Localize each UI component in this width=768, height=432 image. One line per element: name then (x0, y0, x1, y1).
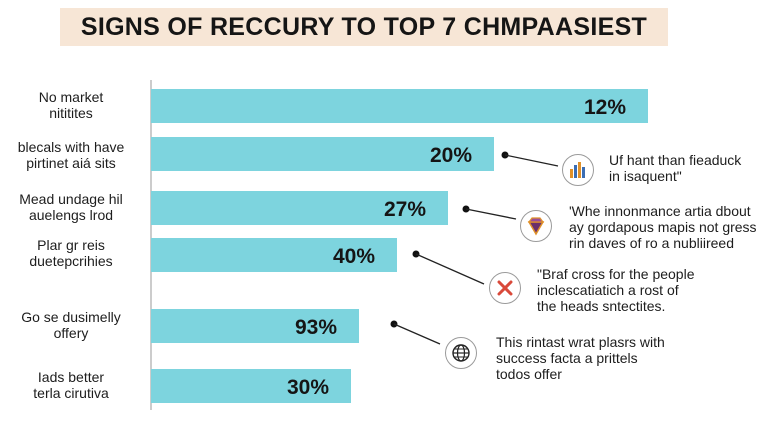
cross-icon (489, 272, 521, 304)
connector-line-1 (504, 154, 559, 167)
bar-value-label-3: 27% (384, 198, 426, 221)
annotation-text-1: Uf hant than fieaduck in isaquent" (609, 152, 742, 184)
bar-value-label-1: 12% (584, 96, 626, 119)
bar-1 (151, 89, 648, 123)
bar-value-label-4: 40% (333, 245, 375, 268)
chart-title: SIGNS OF RECCURY TO TOP 7 CHMPAASIEST (80, 12, 648, 41)
bar-2 (151, 137, 494, 171)
category-label-2: blecals with have pirtinet aiá sits (17, 139, 125, 171)
gem-icon (520, 210, 552, 242)
bar-value-label-5: 93% (295, 316, 337, 339)
bar-3 (151, 191, 448, 225)
bar-value-label-2: 20% (430, 144, 472, 167)
annotation-text-2: 'Whe innonmance artia dbout ay gordapous… (569, 203, 757, 251)
title-banner: SIGNS OF RECCURY TO TOP 7 CHMPAASIEST (60, 8, 668, 46)
annotation-text-3: "Braf cross for the people inclescatiati… (537, 266, 695, 314)
connector-line-4 (393, 323, 441, 345)
annotation-text-4: This rintast wrat plasrs with success fa… (496, 334, 665, 382)
category-label-1: No market nititites (38, 89, 104, 121)
connector-line-3 (415, 253, 485, 285)
bar-4 (151, 238, 397, 272)
bar-value-label-6: 30% (287, 376, 329, 399)
category-label-6: Iads better terla cirutiva (33, 369, 109, 401)
category-label-4: Plar gr reis duetepcrihies (29, 237, 113, 269)
category-label-5: Go se dusimelly offery (21, 309, 121, 341)
globe-icon (445, 337, 477, 369)
bar-6 (151, 369, 351, 403)
bar-5 (151, 309, 359, 343)
connector-line-2 (465, 208, 517, 220)
category-label-3: Mead undage hil auelengs lrod (19, 191, 123, 223)
bar-chart-icon (562, 154, 594, 186)
